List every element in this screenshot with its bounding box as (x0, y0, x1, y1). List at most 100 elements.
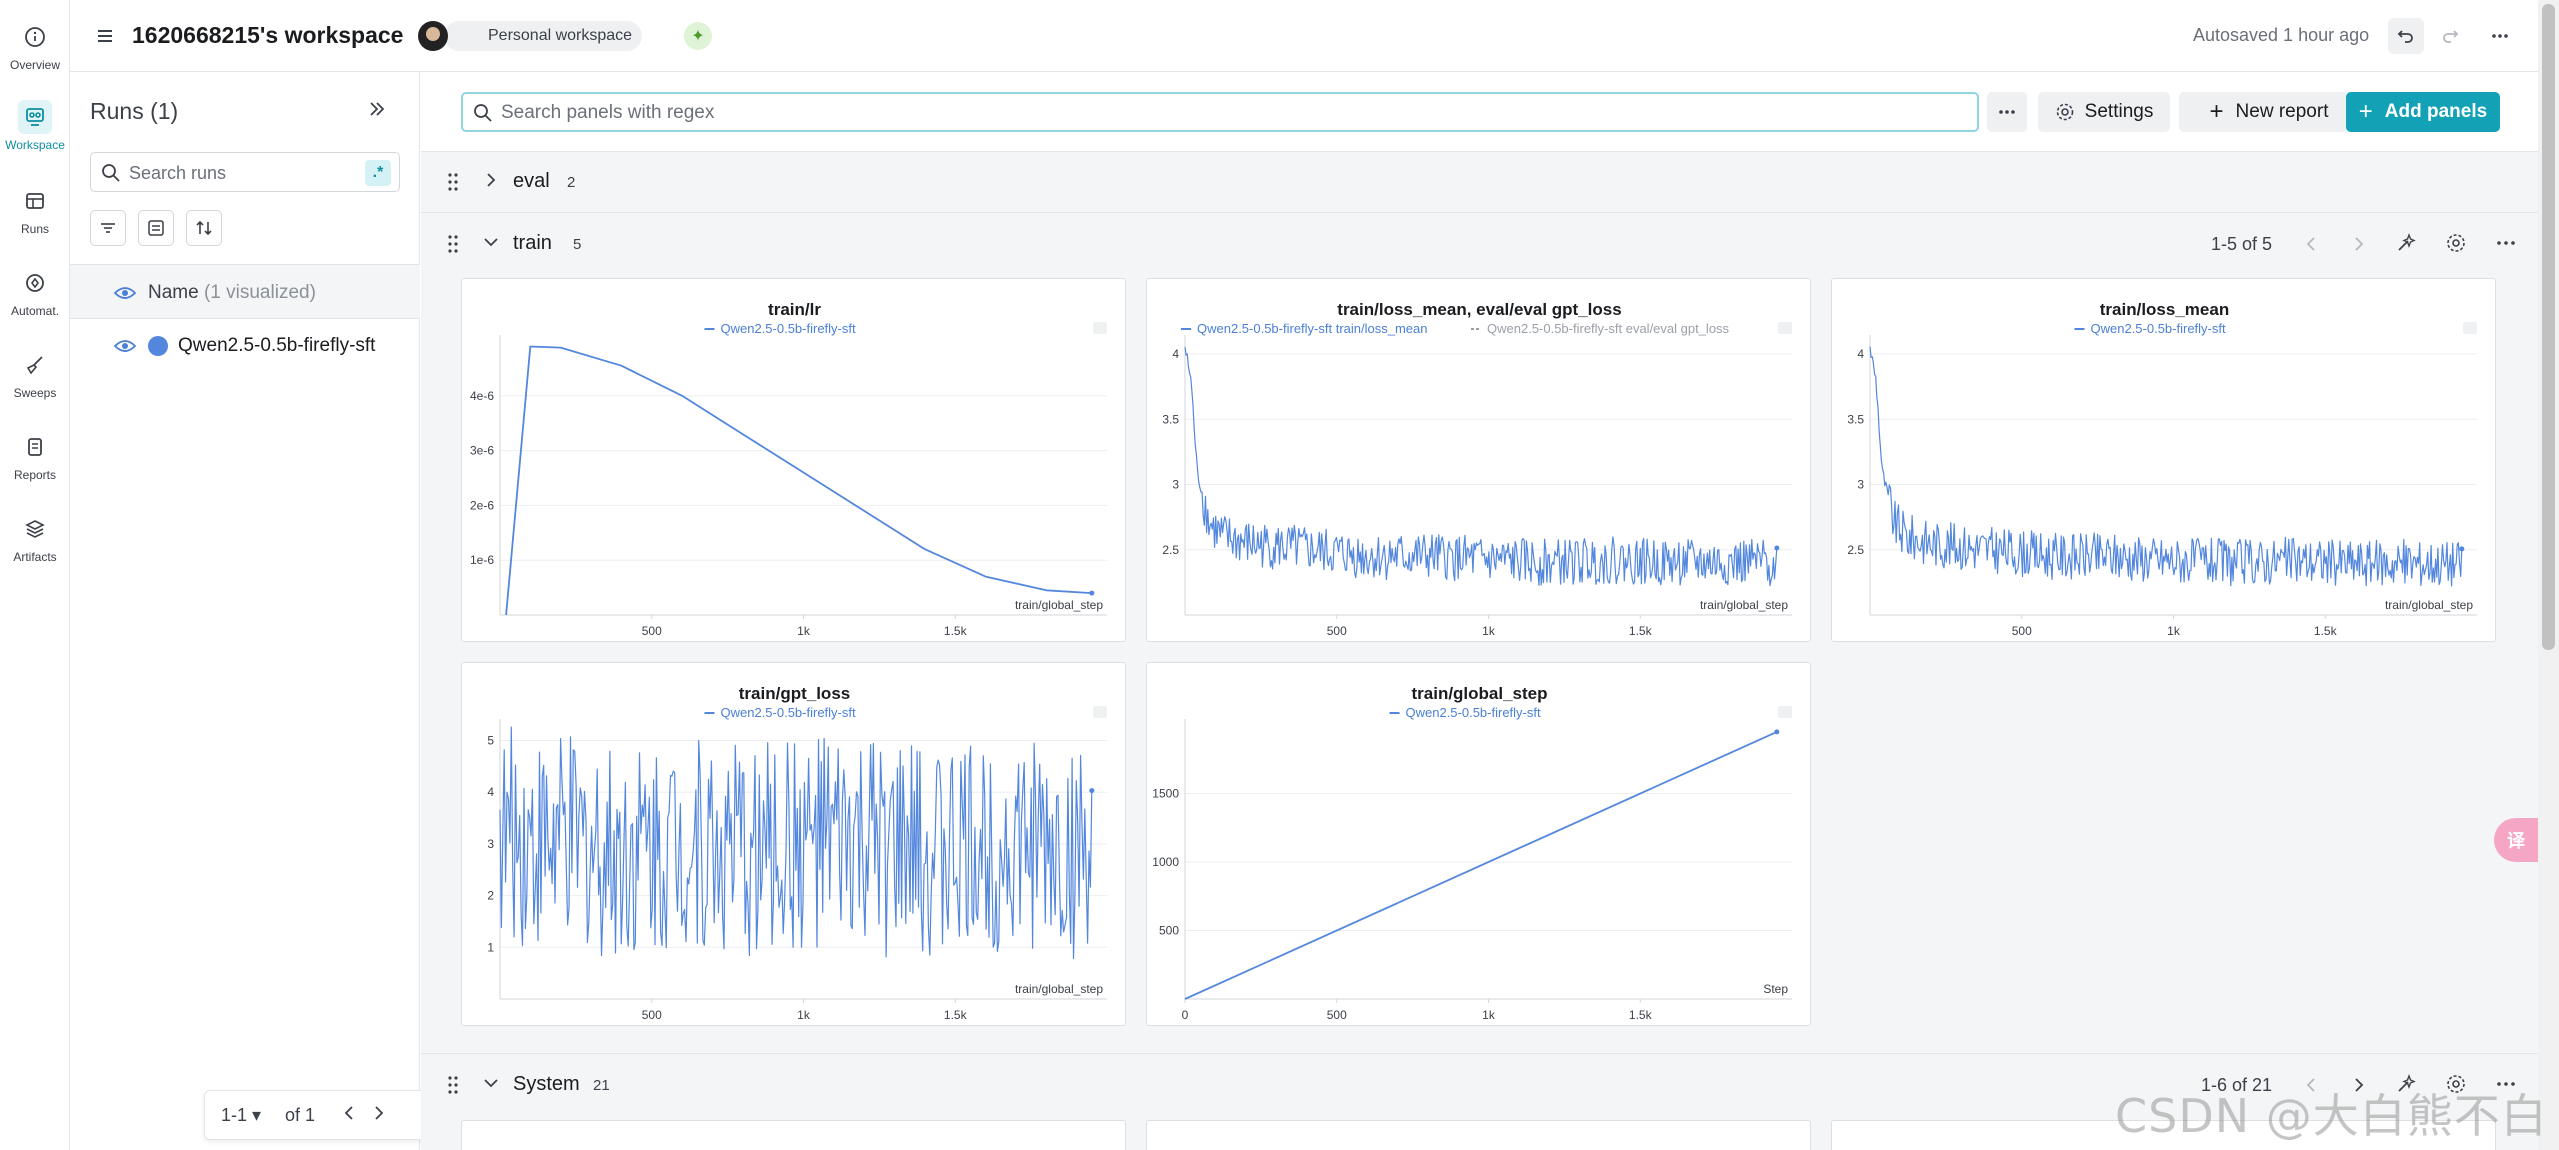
gear-icon[interactable] (2445, 1073, 2467, 1095)
search-runs-input[interactable] (129, 161, 349, 185)
section-train-header[interactable]: train 5 1-5 of 5 (421, 214, 2538, 274)
page-range-select[interactable]: 1-1 ▾ (221, 1105, 262, 1125)
left-rail: Overview Workspace Runs Automat. Sweeps (0, 0, 70, 1150)
section-system-header[interactable]: System 21 1-6 of 21 (421, 1055, 2538, 1115)
chevron-down-icon[interactable] (481, 1073, 501, 1093)
panels-toolbar: Settings + New report + Add panels (421, 72, 2538, 152)
group-button[interactable] (138, 210, 174, 246)
more-options-button[interactable] (2482, 18, 2518, 54)
redo-button[interactable] (2432, 18, 2468, 54)
eye-icon[interactable] (114, 285, 136, 301)
series-end-point (1089, 590, 1095, 596)
chart-title: train/gpt_loss (739, 684, 850, 703)
chart-panel-loss-eval[interactable]: train/loss_mean, eval/eval gpt_loss Qwen2… (1146, 278, 1811, 642)
drag-handle-icon[interactable] (447, 1075, 459, 1095)
x-axis-label: train/global_step (1015, 598, 1103, 612)
rail-sweeps-label: Sweeps (13, 386, 57, 400)
section-eval-header[interactable]: eval 2 (421, 152, 2538, 212)
double-chevron-right-icon (370, 102, 385, 116)
y-tick-label: 3 (1857, 478, 1864, 492)
rail-sweeps[interactable]: Sweeps (0, 348, 70, 418)
sparkle-wand-icon[interactable] (2395, 232, 2417, 254)
rail-artifacts-label: Artifacts (13, 550, 57, 564)
y-tick-label: 3 (487, 837, 494, 851)
system-panel-stub[interactable] (1831, 1120, 2496, 1150)
chart-panel-global-step[interactable]: train/global_step Qwen2.5-0.5b-firefly-sf… (1146, 662, 1811, 1026)
rail-workspace[interactable]: Workspace (0, 100, 70, 170)
series-end-point (1089, 788, 1095, 794)
rail-artifacts[interactable]: Artifacts (0, 512, 70, 582)
y-tick-label: 5 (487, 734, 494, 748)
legend-label: Qwen2.5-0.5b-firefly-sft (721, 321, 856, 336)
rail-runs[interactable]: Runs (0, 184, 70, 254)
system-panel-stub[interactable] (1146, 1120, 1811, 1150)
chevron-right-icon[interactable] (2349, 234, 2369, 254)
sparkle-wand-icon[interactable] (2395, 1073, 2417, 1095)
run-name[interactable]: Qwen2.5-0.5b-firefly-sft (178, 335, 376, 356)
chevron-left-icon[interactable] (2301, 234, 2321, 254)
prev-page-button[interactable] (339, 1103, 359, 1128)
translate-button[interactable]: 译 (2494, 818, 2538, 862)
section-eval-name: eval (513, 170, 550, 192)
more-panel-options-button[interactable] (1987, 92, 2027, 132)
drag-handle-icon[interactable] (447, 234, 459, 254)
regex-toggle[interactable]: .* (365, 160, 391, 186)
series-line (1184, 731, 1778, 1000)
chart-panel-loss-mean[interactable]: train/loss_mean Qwen2.5-0.5b-firefly-sft 2… (1831, 278, 2496, 642)
section-system-pagination: 1-6 of 21 (2201, 1075, 2273, 1095)
run-color-dot[interactable] (148, 336, 168, 356)
add-panels-label: Add panels (2384, 101, 2488, 122)
chevron-right-icon[interactable] (2349, 1075, 2369, 1095)
y-tick-label: 3.5 (1847, 412, 1864, 426)
chart-panel-lr[interactable]: train/lr Qwen2.5-0.5b-firefly-sft 1e-6 2e-6… (461, 278, 1126, 642)
x-tick-label: 1k (1482, 1008, 1496, 1022)
new-report-button[interactable]: + New report (2179, 92, 2359, 132)
drag-handle-icon[interactable] (447, 172, 459, 192)
gear-icon[interactable] (2445, 232, 2467, 254)
chevron-right-icon[interactable] (481, 170, 501, 190)
ellipsis-icon[interactable] (2495, 232, 2517, 254)
broom-icon (18, 348, 52, 382)
rail-reports[interactable]: Reports (0, 430, 70, 500)
y-tick-label: 2e-6 (470, 498, 494, 512)
sparkle-icon[interactable]: ✦ (684, 22, 712, 50)
name-column-header[interactable]: Name (1 visualized) (70, 264, 420, 319)
panel-search-input[interactable] (501, 101, 1901, 125)
chevron-left-icon[interactable] (2301, 1075, 2321, 1095)
ellipsis-icon[interactable] (2495, 1073, 2517, 1095)
runs-title: Runs (1) (90, 98, 179, 124)
scrollbar-thumb[interactable] (2542, 4, 2555, 650)
rail-overview[interactable]: Overview (0, 20, 70, 90)
chart-panel-gpt-loss[interactable]: train/gpt_loss Qwen2.5-0.5b-firefly-sft 1 2… (461, 662, 1126, 1026)
x-tick-label: 1.5k (1629, 624, 1653, 638)
chevron-down-icon[interactable] (481, 232, 501, 252)
filter-icon (101, 223, 115, 233)
x-axis-label: train/global_step (2385, 598, 2473, 612)
run-row[interactable]: Qwen2.5-0.5b-firefly-sft (70, 320, 420, 372)
legend-menu-icon (1778, 706, 1792, 718)
section-train: train 5 1-5 of 5 train/lr Qwen2.5-0.5b-fi… (421, 214, 2538, 1054)
section-system-count: 21 (593, 1077, 610, 1094)
filter-button[interactable] (90, 210, 126, 246)
avatar[interactable] (418, 21, 448, 51)
add-panels-button[interactable]: + Add panels (2346, 92, 2500, 132)
hamburger-menu-icon[interactable] (94, 24, 118, 48)
x-tick-label: 500 (1327, 1008, 1347, 1022)
vertical-scrollbar[interactable] (2538, 0, 2559, 1150)
y-tick-label: 4e-6 (470, 389, 494, 403)
personal-workspace-badge[interactable]: Personal workspace (444, 21, 643, 51)
next-page-button[interactable] (369, 1103, 389, 1128)
legend-menu-icon (1778, 322, 1792, 334)
legend-menu-icon (1093, 706, 1107, 718)
undo-button[interactable] (2388, 18, 2424, 54)
settings-button[interactable]: Settings (2038, 92, 2170, 132)
search-runs-box: .* (90, 152, 400, 192)
sort-button[interactable] (186, 210, 222, 246)
collapse-panel-button[interactable] (366, 98, 388, 126)
rail-automations[interactable]: Automat. (0, 266, 70, 336)
settings-label: Settings (2084, 101, 2154, 122)
page-total: of 1 (285, 1105, 316, 1125)
system-panel-stub[interactable] (461, 1120, 1126, 1150)
eye-icon[interactable] (114, 338, 136, 354)
